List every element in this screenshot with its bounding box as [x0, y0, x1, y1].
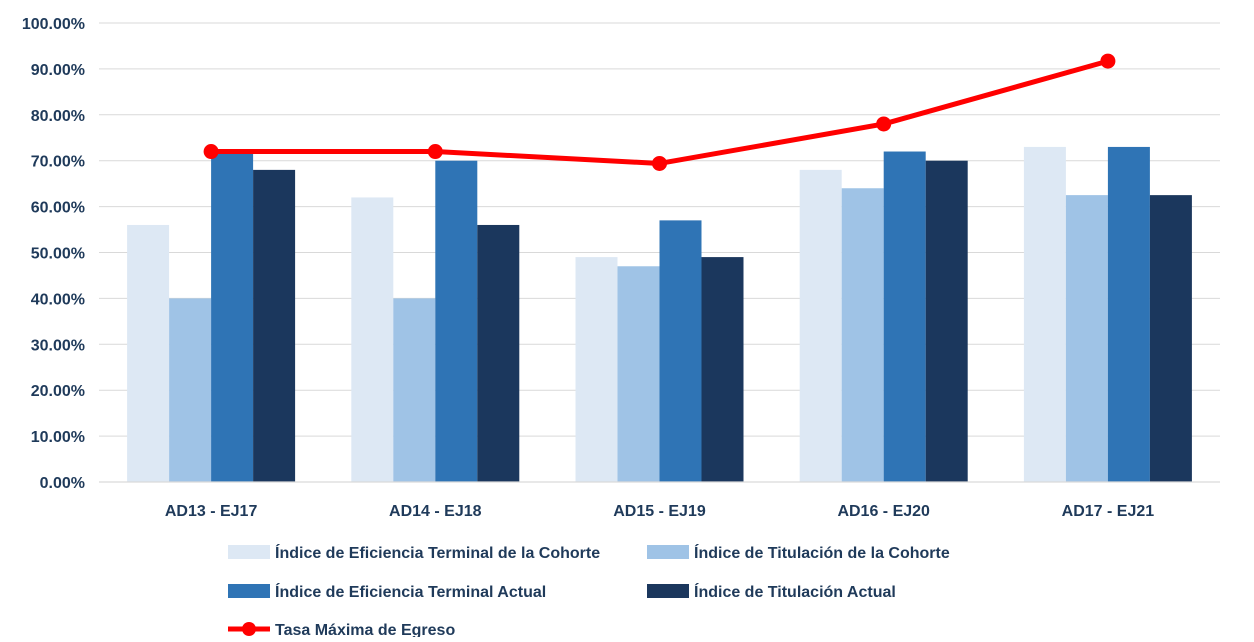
bar-3	[435, 160, 478, 482]
line-series	[203, 53, 1116, 171]
bar-3	[211, 151, 254, 482]
y-tick-label: 20.00%	[31, 383, 85, 400]
bar-4	[1149, 195, 1192, 482]
bar-2	[169, 298, 212, 482]
legend-item: Índice de Titulación de la Cohorte	[647, 543, 950, 562]
line-tasa-maxima	[211, 58, 1109, 166]
y-axis-ticks: 0.00% 10.00% 20.00% 30.00% 40.00% 50.00% 60.00…	[22, 16, 85, 492]
y-tick-label: 60.00%	[31, 200, 85, 217]
bar-1	[575, 257, 618, 482]
line-point	[427, 144, 443, 160]
y-tick-label: 80.00%	[31, 108, 85, 125]
x-tick-label: AD15 - EJ19	[613, 503, 706, 520]
y-tick-label: 30.00%	[31, 337, 85, 354]
y-tick-label: 40.00%	[31, 291, 85, 308]
y-tick-label: 70.00%	[31, 154, 85, 171]
y-tick-label: 100.00%	[22, 16, 85, 33]
bar-3	[883, 151, 926, 482]
bar-2	[1065, 195, 1108, 482]
legend-label: Tasa Máxima de Egreso	[275, 622, 455, 637]
legend-label: Índice de Eficiencia Terminal de la Coho…	[275, 543, 600, 562]
bar-4	[701, 257, 744, 482]
bar-3	[1107, 146, 1150, 482]
x-axis-ticks: AD13 - EJ17 AD14 - EJ18 AD15 - EJ19 AD16 - …	[165, 503, 1154, 520]
line-point	[1100, 53, 1116, 69]
bar-1	[1023, 146, 1066, 482]
legend-swatch	[647, 545, 689, 559]
legend-marker	[242, 622, 256, 636]
bar-2	[393, 298, 436, 482]
line-point	[652, 155, 667, 171]
legend-swatch	[228, 584, 270, 598]
bar-1	[351, 197, 394, 483]
line-point	[203, 144, 219, 160]
legend-label: Índice de Titulación Actual	[694, 582, 896, 601]
bar-4	[253, 169, 296, 482]
legend: Índice de Eficiencia Terminal de la Coho…	[228, 543, 950, 639]
bars	[127, 146, 1192, 483]
y-tick-label: 0.00%	[40, 475, 85, 492]
legend-label: Índice de Titulación de la Cohorte	[694, 543, 950, 562]
y-tick-label: 10.00%	[31, 429, 85, 446]
bar-2	[841, 188, 884, 483]
x-tick-label: AD16 - EJ20	[837, 503, 930, 520]
bar-4	[925, 160, 968, 482]
x-tick-label: AD14 - EJ18	[389, 503, 482, 520]
legend-swatch	[647, 584, 689, 598]
bar-2	[617, 266, 660, 482]
bar-4	[477, 224, 520, 482]
bar-1	[127, 224, 170, 482]
legend-swatch	[228, 545, 270, 559]
y-tick-label: 90.00%	[31, 62, 85, 79]
bar-3	[659, 220, 702, 482]
legend-item: Índice de Eficiencia Terminal de la Coho…	[228, 543, 600, 562]
legend-item: Tasa Máxima de Egreso	[228, 622, 455, 639]
y-tick-label: 50.00%	[31, 246, 85, 263]
x-tick-label: AD13 - EJ17	[165, 503, 258, 520]
x-tick-label: AD17 - EJ21	[1062, 503, 1155, 520]
line-point	[876, 116, 892, 132]
legend-item: Índice de Eficiencia Terminal Actual	[228, 582, 546, 601]
legend-item: Índice de Titulación Actual	[647, 582, 896, 601]
legend-label: Índice de Eficiencia Terminal Actual	[275, 582, 546, 601]
bar-1	[799, 169, 842, 482]
